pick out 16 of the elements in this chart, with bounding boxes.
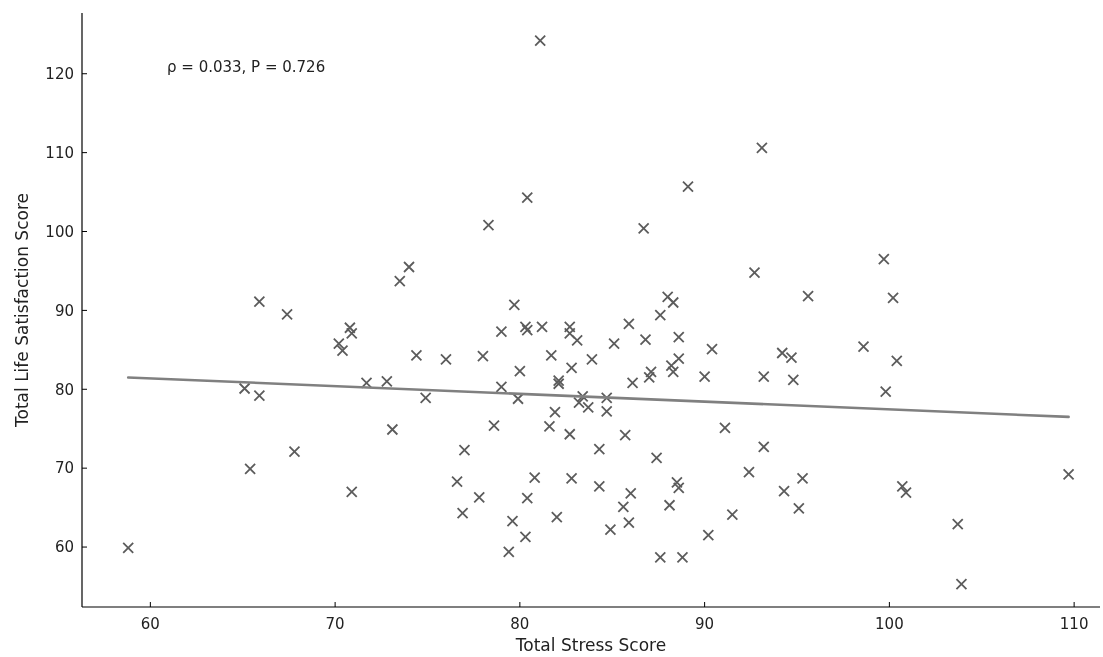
y-tick-label: 80 [54,380,74,399]
x-tick-label: 110 [1059,615,1089,633]
x-axis-title: Total Stress Score [514,635,667,655]
annotation: ρ = 0.033, P = 0.726 [167,58,326,76]
y-tick-label: 120 [45,64,74,83]
x-tick-label: 90 [695,615,715,633]
x-tick-label: 100 [875,615,904,633]
y-tick-label: 100 [45,222,74,241]
y-tick-label: 90 [54,301,74,320]
y-tick-label: 110 [45,143,74,162]
y-tick-label: 60 [54,538,74,557]
x-tick-label: 60 [140,615,160,633]
x-tick-label: 70 [325,615,345,633]
x-tick-label: 80 [510,615,530,633]
y-axis-title: Total Life Satisfaction Score [12,193,32,428]
y-tick-label: 70 [54,459,74,478]
